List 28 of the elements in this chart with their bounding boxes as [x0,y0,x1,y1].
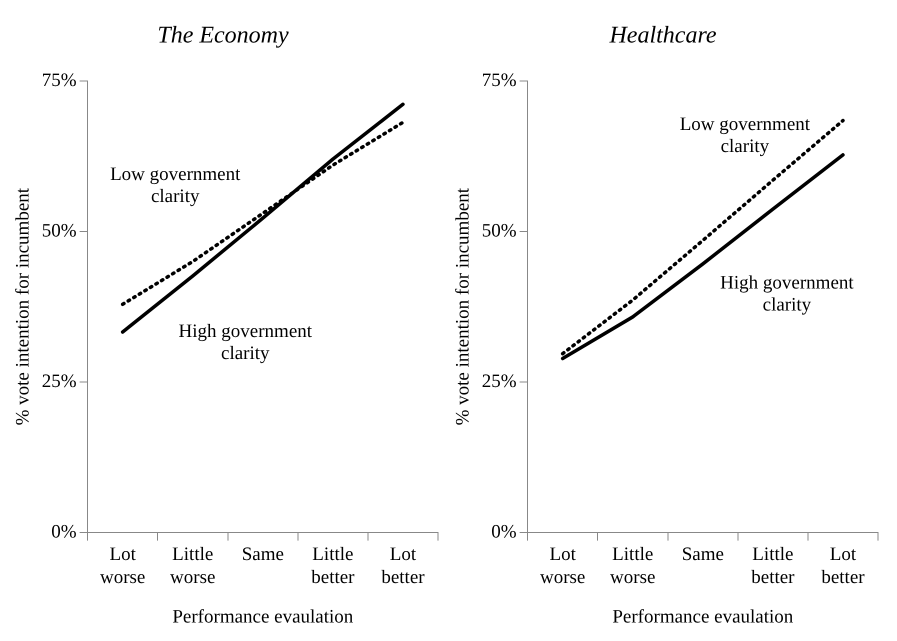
y-tick-label: 50% [42,220,77,242]
y-tick-label: 25% [482,370,517,392]
x-tick-label: Same [682,544,724,565]
series-label: High government clarity [178,320,313,364]
y-tick-label: 0% [51,522,77,543]
chart-title: Healthcare [608,22,717,49]
y-axis-title: % vote intention for incumbent [12,187,34,426]
chart-title: The Economy [157,22,289,49]
x-tick-label: Lot worse [540,544,586,588]
y-tick-label: 0% [491,522,517,543]
series-label: High government clarity [720,272,854,316]
series-label: Low government clarity [110,164,242,208]
x-tick-label: Little better [751,544,796,588]
x-tick-label: Same [242,544,284,565]
y-tick-label: 25% [42,370,77,392]
x-tick-label: Little better [311,544,356,588]
x-tick-label: Little worse [610,544,656,588]
x-tick-label: Little worse [170,544,216,588]
x-axis-title: Performance evaulation [612,606,794,628]
y-axis-title: % vote intention for incumbent [452,187,474,426]
y-tick-label: 50% [482,220,517,242]
series-label: Low government clarity [680,114,811,158]
y-tick-label: 75% [482,70,517,91]
y-tick-label: 75% [42,70,77,91]
x-tick-label: Lot better [821,544,866,588]
x-tick-label: Lot worse [100,544,146,588]
x-tick-label: Lot better [381,544,426,588]
x-axis-title: Performance evaulation [172,606,354,628]
